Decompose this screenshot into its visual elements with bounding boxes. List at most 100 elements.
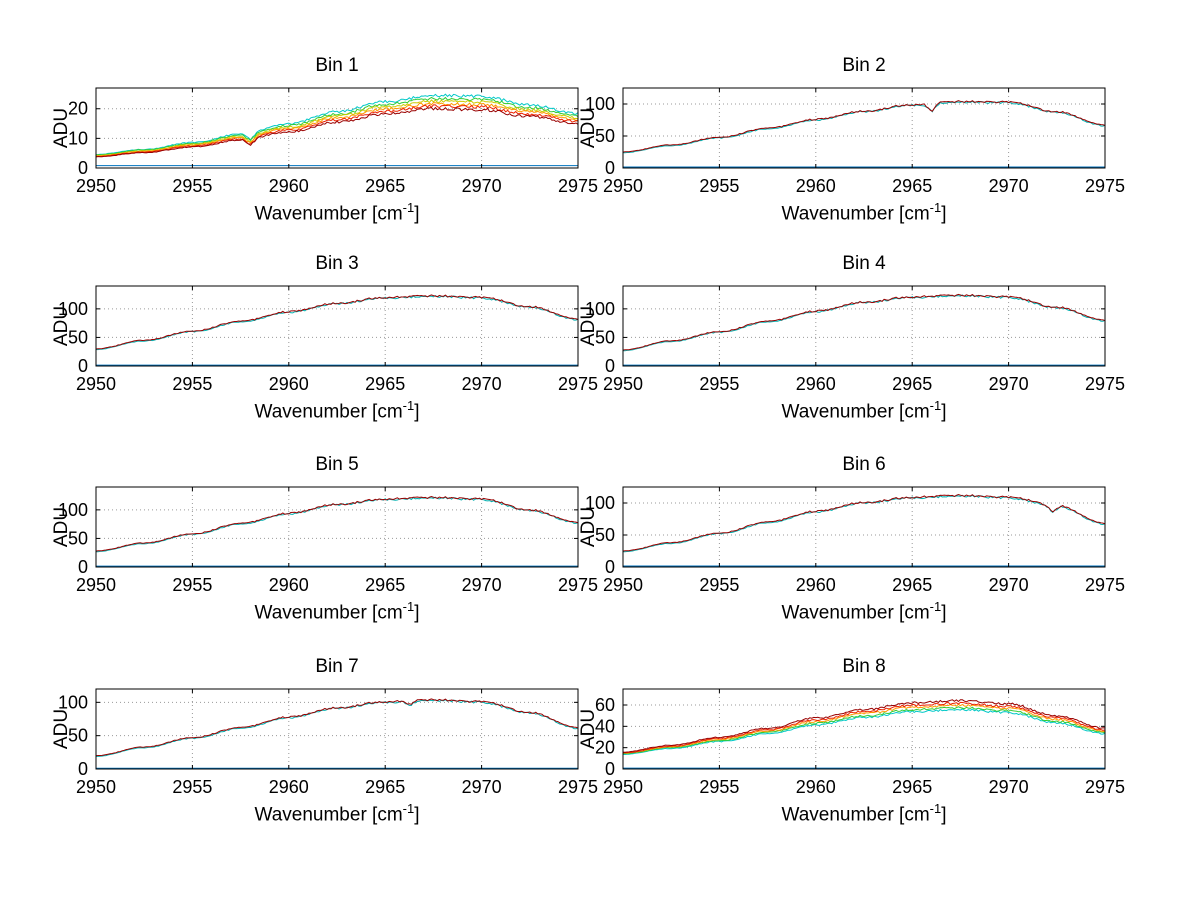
plot-area-bin-2: 2950 2955 2960 2965 2970 2975 0 50 100 bbox=[585, 87, 1125, 196]
svg-text:2955: 2955 bbox=[172, 575, 212, 595]
plot-area-bin-7: 2950 2955 2960 2965 2970 2975 0 50 100 bbox=[58, 688, 598, 797]
svg-text:20: 20 bbox=[68, 99, 88, 119]
svg-text:50: 50 bbox=[68, 726, 88, 746]
svg-text:2955: 2955 bbox=[699, 176, 739, 196]
chart-title: Bin 8 bbox=[842, 656, 886, 677]
svg-text:100: 100 bbox=[585, 493, 615, 513]
svg-text:2960: 2960 bbox=[796, 575, 836, 595]
chart-title: Bin 2 bbox=[842, 55, 886, 76]
svg-text:2965: 2965 bbox=[365, 176, 405, 196]
svg-text:2950: 2950 bbox=[76, 176, 116, 196]
svg-text:2960: 2960 bbox=[269, 176, 309, 196]
x-axis-label: Wavenumber [cm-1] bbox=[623, 599, 1105, 624]
chart-bin-2: Bin 2 ADU 2950 2955 2960 2965 2970 2975 0 50 100… bbox=[533, 54, 1133, 254]
x-axis-label-text: Wavenumber [cm bbox=[781, 203, 930, 225]
svg-text:2955: 2955 bbox=[699, 374, 739, 394]
svg-text:0: 0 bbox=[605, 356, 615, 376]
plot-area-bin-1: 2950 2955 2960 2965 2970 2975 0 10 20 bbox=[68, 87, 598, 196]
svg-text:2965: 2965 bbox=[892, 575, 932, 595]
x-axis-label-close: ] bbox=[941, 203, 947, 225]
svg-text:2960: 2960 bbox=[796, 176, 836, 196]
svg-text:50: 50 bbox=[595, 126, 615, 146]
svg-text:2975: 2975 bbox=[1085, 374, 1125, 394]
x-axis-label-text: Wavenumber [cm bbox=[254, 804, 403, 826]
svg-text:2970: 2970 bbox=[462, 575, 502, 595]
x-axis-label-text: Wavenumber [cm bbox=[781, 602, 930, 624]
svg-text:2950: 2950 bbox=[76, 374, 116, 394]
x-axis-label: Wavenumber [cm-1] bbox=[96, 200, 578, 225]
plot-area-bin-3: 2950 2955 2960 2965 2970 2975 0 50 100 bbox=[58, 285, 598, 394]
svg-text:0: 0 bbox=[605, 557, 615, 577]
plot-area-bin-6: 2950 2955 2960 2965 2970 2975 0 50 100 bbox=[585, 486, 1125, 595]
svg-text:2975: 2975 bbox=[558, 575, 598, 595]
svg-text:2955: 2955 bbox=[172, 176, 212, 196]
svg-text:2975: 2975 bbox=[558, 777, 598, 797]
x-axis-label-sup: -1 bbox=[929, 599, 942, 614]
svg-text:2965: 2965 bbox=[365, 374, 405, 394]
svg-text:50: 50 bbox=[68, 327, 88, 347]
svg-text:20: 20 bbox=[595, 738, 615, 758]
x-axis-label-text: Wavenumber [cm bbox=[781, 401, 930, 423]
svg-text:2950: 2950 bbox=[603, 575, 643, 595]
x-axis-label: Wavenumber [cm-1] bbox=[96, 599, 578, 624]
svg-text:2965: 2965 bbox=[892, 777, 932, 797]
chart-title: Bin 4 bbox=[842, 253, 886, 274]
svg-text:2965: 2965 bbox=[892, 176, 932, 196]
svg-text:2975: 2975 bbox=[1085, 575, 1125, 595]
svg-text:2970: 2970 bbox=[989, 777, 1029, 797]
svg-text:2965: 2965 bbox=[892, 374, 932, 394]
svg-text:2970: 2970 bbox=[462, 777, 502, 797]
x-axis-label: Wavenumber [cm-1] bbox=[96, 398, 578, 423]
svg-text:60: 60 bbox=[595, 695, 615, 715]
svg-text:2955: 2955 bbox=[172, 777, 212, 797]
svg-text:10: 10 bbox=[68, 128, 88, 148]
svg-text:2965: 2965 bbox=[365, 777, 405, 797]
chart-bin-4: Bin 4 ADU 2950 2955 2960 2965 2970 2975 0 50 100… bbox=[533, 252, 1133, 452]
chart-bin-8: Bin 8 ADU 2950 2955 2960 2965 2970 2975 0 20 40 6… bbox=[533, 655, 1133, 855]
x-axis-label-close: ] bbox=[941, 804, 947, 826]
svg-text:0: 0 bbox=[78, 158, 88, 178]
x-axis-label-text: Wavenumber [cm bbox=[254, 203, 403, 225]
svg-text:2960: 2960 bbox=[796, 374, 836, 394]
svg-text:100: 100 bbox=[58, 500, 88, 520]
svg-text:2975: 2975 bbox=[558, 374, 598, 394]
x-axis-label-close: ] bbox=[941, 401, 947, 423]
x-axis-label-sup: -1 bbox=[402, 801, 415, 816]
svg-text:0: 0 bbox=[78, 557, 88, 577]
svg-text:50: 50 bbox=[595, 327, 615, 347]
svg-text:2970: 2970 bbox=[462, 176, 502, 196]
svg-text:100: 100 bbox=[585, 94, 615, 114]
svg-text:2950: 2950 bbox=[603, 176, 643, 196]
chart-title: Bin 6 bbox=[842, 454, 886, 475]
x-axis-label-sup: -1 bbox=[929, 398, 942, 413]
chart-title: Bin 5 bbox=[315, 454, 359, 475]
chart-bin-1: Bin 1 ADU 2950 2955 2960 2965 2970 2975 0 10 20 … bbox=[6, 54, 606, 254]
x-axis-label-sup: -1 bbox=[402, 200, 415, 215]
svg-text:2970: 2970 bbox=[989, 176, 1029, 196]
x-axis-label-sup: -1 bbox=[929, 801, 942, 816]
svg-text:2950: 2950 bbox=[603, 374, 643, 394]
svg-text:0: 0 bbox=[605, 158, 615, 178]
svg-text:0: 0 bbox=[78, 356, 88, 376]
svg-text:2960: 2960 bbox=[269, 575, 309, 595]
chart-bin-3: Bin 3 ADU 2950 2955 2960 2965 2970 2975 0 50 100… bbox=[6, 252, 606, 452]
x-axis-label-text: Wavenumber [cm bbox=[781, 804, 930, 826]
svg-text:2960: 2960 bbox=[269, 777, 309, 797]
chart-title: Bin 3 bbox=[315, 253, 359, 274]
chart-bin-7: Bin 7 ADU 2950 2955 2960 2965 2970 2975 0 50 100… bbox=[6, 655, 606, 855]
x-axis-label: Wavenumber [cm-1] bbox=[623, 398, 1105, 423]
x-axis-label-sup: -1 bbox=[929, 200, 942, 215]
x-axis-label-close: ] bbox=[414, 804, 420, 826]
chart-title: Bin 1 bbox=[315, 55, 359, 76]
svg-text:0: 0 bbox=[605, 759, 615, 779]
svg-text:2975: 2975 bbox=[1085, 777, 1125, 797]
svg-text:50: 50 bbox=[68, 528, 88, 548]
svg-text:2950: 2950 bbox=[603, 777, 643, 797]
svg-text:2950: 2950 bbox=[76, 777, 116, 797]
chart-bin-5: Bin 5 ADU 2950 2955 2960 2965 2970 2975 0 50 100… bbox=[6, 453, 606, 653]
svg-text:2975: 2975 bbox=[1085, 176, 1125, 196]
svg-text:2960: 2960 bbox=[269, 374, 309, 394]
plot-area-bin-5: 2950 2955 2960 2965 2970 2975 0 50 100 bbox=[58, 486, 598, 595]
svg-text:40: 40 bbox=[595, 716, 615, 736]
svg-text:2965: 2965 bbox=[365, 575, 405, 595]
